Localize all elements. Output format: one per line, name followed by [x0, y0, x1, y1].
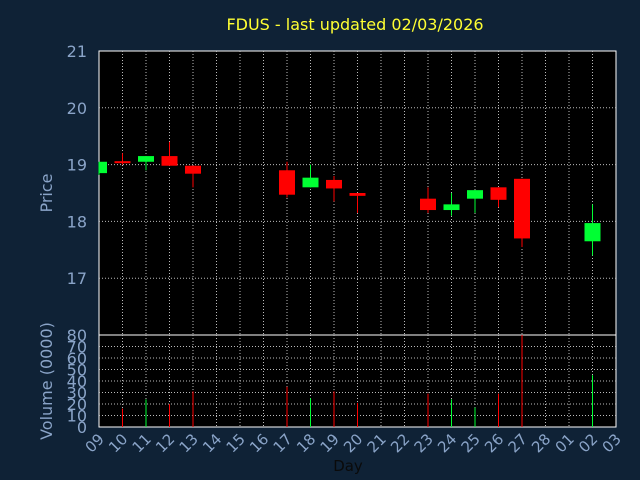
- price-tick-label: 20: [67, 99, 87, 118]
- price-tick-label: 17: [67, 269, 87, 288]
- candle-body: [279, 170, 295, 195]
- candle-body: [302, 177, 319, 188]
- candle-body: [114, 161, 131, 164]
- candle-body: [161, 156, 178, 166]
- price-tick-label: 18: [67, 212, 87, 231]
- candle-body: [420, 198, 436, 211]
- candle-body: [349, 193, 366, 196]
- volume-tick-label: 0: [77, 418, 87, 437]
- candle-body: [185, 165, 201, 174]
- price-tick-label: 19: [67, 156, 87, 175]
- candle-body: [490, 187, 507, 200]
- volume-tick-label: 70: [67, 338, 87, 357]
- volume-tick-label: 40: [67, 372, 87, 391]
- candle-body: [138, 156, 154, 162]
- volume-bars: [122, 335, 593, 427]
- candle-body: [443, 204, 460, 211]
- volume-tick-label: 20: [67, 395, 87, 414]
- volume-tick-label: 50: [67, 361, 87, 380]
- volume-tick-label: 30: [67, 384, 87, 403]
- volume-tick-label: 10: [67, 407, 87, 426]
- volume-tick-label: 60: [67, 349, 87, 368]
- x-axis-label: Day: [333, 457, 363, 475]
- volume-tick-label: 80: [67, 326, 87, 345]
- candle-body: [467, 190, 483, 199]
- candle-body: [584, 223, 601, 242]
- price-axis-label: Price: [37, 173, 56, 212]
- price-candles: [98, 141, 601, 256]
- price-tick-label: 21: [67, 42, 87, 61]
- price-y-axis: 17 18 19 20 21: [67, 42, 87, 288]
- candle-body: [326, 179, 342, 189]
- candle-body: [514, 178, 530, 239]
- x-axis: 0910111213141516171819202122232425262728…: [82, 430, 625, 456]
- chart-title: FDUS - last updated 02/03/2026: [226, 15, 483, 34]
- volume-axis-label: Volume (0000): [37, 322, 56, 440]
- candle-body: [99, 161, 107, 174]
